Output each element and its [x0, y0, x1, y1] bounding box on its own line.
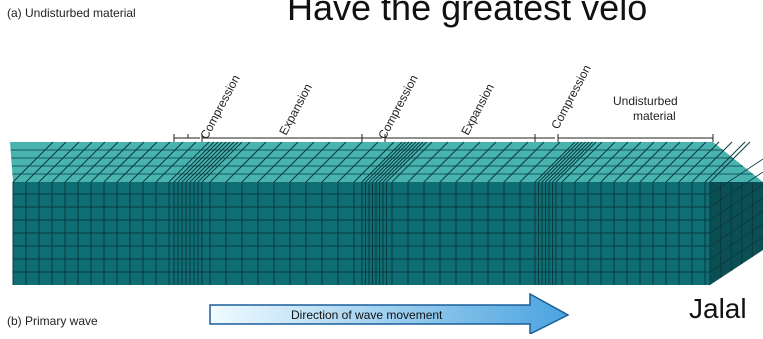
grid-side-horizontal	[709, 197, 763, 234]
grid-top-diagonal	[455, 141, 497, 183]
grid-side-horizontal	[709, 236, 763, 273]
zone-label-expansion-1: Expansion	[276, 81, 315, 137]
grid-top-diagonal	[379, 141, 420, 183]
grid-top-diagonal	[552, 141, 593, 183]
grid-top-diagonal	[639, 141, 681, 183]
grid-side-horizontal	[709, 158, 763, 195]
grid-top-diagonal	[519, 141, 561, 183]
grid-side-horizontal	[709, 171, 763, 208]
direction-arrow: Direction of wave movement	[209, 292, 570, 336]
undisturbed-line-1: Undisturbed	[613, 94, 678, 108]
grid-top-diagonal	[77, 141, 119, 183]
grid-top-diagonal	[64, 141, 106, 183]
grid-top-diagonal	[382, 141, 424, 183]
grid-top-diagonal	[439, 141, 481, 183]
grid-top-diagonal	[129, 141, 171, 183]
grid-top-diagonal	[337, 141, 379, 183]
zone-label-compression-1: Compression	[197, 72, 243, 141]
panel-b-label: (b) Primary wave	[7, 314, 98, 328]
grid-top-diagonal	[51, 141, 93, 183]
grid-top-diagonal	[12, 141, 54, 183]
zone-label-expansion-2: Expansion	[458, 81, 497, 137]
grid-top-diagonal	[142, 141, 184, 183]
grid-top-diagonal	[181, 141, 223, 183]
grid-top-diagonal	[225, 141, 267, 183]
grid-top-diagonal	[652, 141, 694, 183]
grid-top-diagonal	[289, 141, 331, 183]
undisturbed-line-2: material	[633, 109, 676, 123]
grid-top-diagonal	[185, 141, 227, 183]
grid-top-diagonal	[391, 141, 433, 183]
grid-top-diagonal	[38, 141, 80, 183]
grid-top-diagonal	[561, 141, 603, 183]
zone-label-compression-2: Compression	[375, 72, 421, 141]
grid-top-diagonal	[538, 141, 579, 183]
grid-top-diagonal	[372, 141, 413, 183]
grid-top-diagonal	[361, 141, 403, 183]
grid-top-diagonal	[386, 141, 427, 183]
direction-arrow-shape	[209, 292, 570, 336]
grid-side-horizontal	[709, 210, 763, 247]
grid-top-diagonal	[534, 141, 576, 183]
grid-top-diagonal	[177, 141, 219, 183]
grid-top-diagonal	[168, 141, 210, 183]
grid-top-diagonal	[555, 141, 597, 183]
grid-top-diagonal	[541, 141, 583, 183]
block-side-face	[710, 182, 763, 285]
grid-top-diagonal	[548, 141, 590, 183]
grid-side-horizontal	[709, 184, 763, 221]
grid-side-horizontal	[709, 223, 763, 260]
grid-top-diagonal	[25, 141, 67, 183]
block-top-face	[10, 142, 763, 182]
grid-top-diagonal	[197, 141, 239, 183]
panel-a-label: (a) Undisturbed material	[7, 6, 136, 20]
grid-top-diagonal	[201, 141, 243, 183]
block-grid	[10, 141, 763, 285]
grid-top-diagonal	[209, 141, 251, 183]
grid-top-diagonal	[626, 141, 668, 183]
zone-labels: Compression Expansion Compression Expans…	[197, 62, 677, 141]
grid-top-diagonal	[545, 141, 586, 183]
grid-top-diagonal	[600, 141, 642, 183]
grid-top-diagonal	[155, 141, 197, 183]
grid-top-diagonal	[193, 141, 235, 183]
grid-top-diagonal	[471, 141, 513, 183]
footer-name: Jalal	[689, 293, 747, 324]
headline-text: Have the greatest velo	[287, 0, 648, 28]
grid-top-diagonal	[665, 141, 707, 183]
grid-top-diagonal	[305, 141, 347, 183]
grid-top-diagonal	[273, 141, 315, 183]
grid-top-diagonal	[423, 141, 465, 183]
grid-top-diagonal	[116, 141, 158, 183]
grid-top-diagonal	[173, 141, 215, 183]
grid-top-diagonal	[678, 141, 720, 183]
direction-arrow-label: Direction of wave movement	[291, 308, 443, 322]
grid-top-diagonal	[90, 141, 132, 183]
zone-label-compression-3: Compression	[548, 62, 594, 131]
grid-top-diagonal	[487, 141, 529, 183]
material-block	[10, 141, 763, 285]
grid-top-diagonal	[503, 141, 545, 183]
grid-top-diagonal	[587, 141, 629, 183]
grid-top-diagonal	[375, 141, 417, 183]
grid-top-diagonal	[353, 141, 395, 183]
grid-top-diagonal	[704, 141, 746, 183]
grid-top-diagonal	[189, 141, 231, 183]
grid-top-diagonal	[365, 141, 406, 183]
grid-top-diagonal	[241, 141, 283, 183]
grid-top-diagonal	[691, 141, 733, 183]
grid-top-diagonal	[321, 141, 363, 183]
grid-top-diagonal	[709, 141, 751, 183]
grid-top-diagonal	[103, 141, 145, 183]
grid-top-diagonal	[257, 141, 299, 183]
grid-top-diagonal	[574, 141, 616, 183]
zone-brackets	[173, 134, 714, 142]
grid-top-diagonal	[368, 141, 410, 183]
grid-top-diagonal	[407, 141, 449, 183]
grid-top-diagonal	[613, 141, 655, 183]
